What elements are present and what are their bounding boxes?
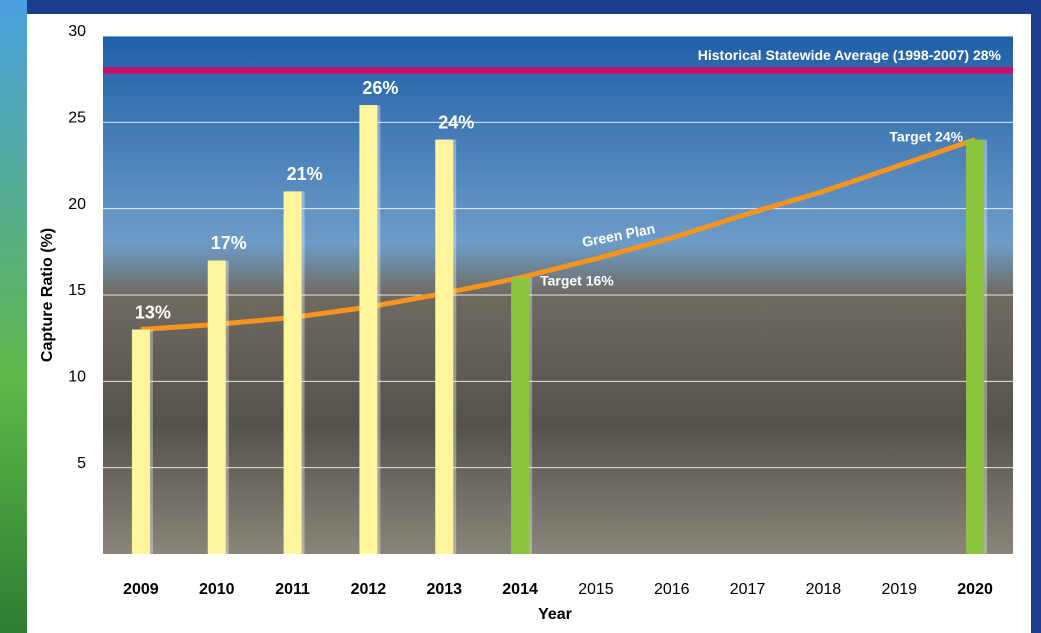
bar (435, 140, 453, 554)
bar (208, 260, 226, 554)
x-tick-label: 2015 (578, 581, 614, 598)
bar (284, 191, 302, 554)
bar (132, 330, 150, 554)
chart: Capture Ratio (%) Year 5 10 15 20 25 30 Histor… (0, 0, 1041, 633)
x-tick-label: 2009 (123, 581, 159, 598)
y-axis-title: Capture Ratio (%) (39, 228, 56, 362)
x-tick-label: 2011 (275, 581, 310, 598)
x-tick-label: 2013 (426, 581, 462, 598)
x-tick-label: 2020 (957, 581, 993, 598)
y-tick-label: 5 (77, 455, 86, 472)
bar (966, 140, 984, 554)
bar (359, 105, 377, 554)
data-label: 21% (287, 164, 323, 184)
bar (511, 278, 529, 554)
y-tick-label: 15 (68, 282, 86, 299)
data-label: 17% (211, 233, 247, 253)
y-tick-label: 30 (68, 23, 86, 40)
reference-label: Historical Statewide Average (1998-2007)… (698, 47, 1002, 63)
data-label: Target 24% (889, 128, 963, 144)
y-tick-label: 20 (68, 196, 86, 213)
x-tick-label: 2010 (199, 581, 235, 598)
x-tick-label: 2018 (806, 581, 842, 598)
x-tick-label: 2017 (730, 581, 766, 598)
data-label: Target 16% (540, 272, 614, 288)
x-tick-label: 2012 (351, 581, 387, 598)
data-label: 24% (438, 112, 474, 132)
x-tick-label: 2016 (654, 581, 690, 598)
y-tick-label: 10 (68, 369, 86, 386)
data-label: 13% (135, 302, 171, 322)
x-tick-label: 2014 (502, 581, 538, 598)
x-axis-title: Year (538, 606, 572, 623)
x-tick-label: 2019 (881, 581, 917, 598)
y-tick-label: 25 (68, 110, 86, 127)
data-label: 26% (362, 78, 398, 98)
background-edge (0, 0, 27, 633)
